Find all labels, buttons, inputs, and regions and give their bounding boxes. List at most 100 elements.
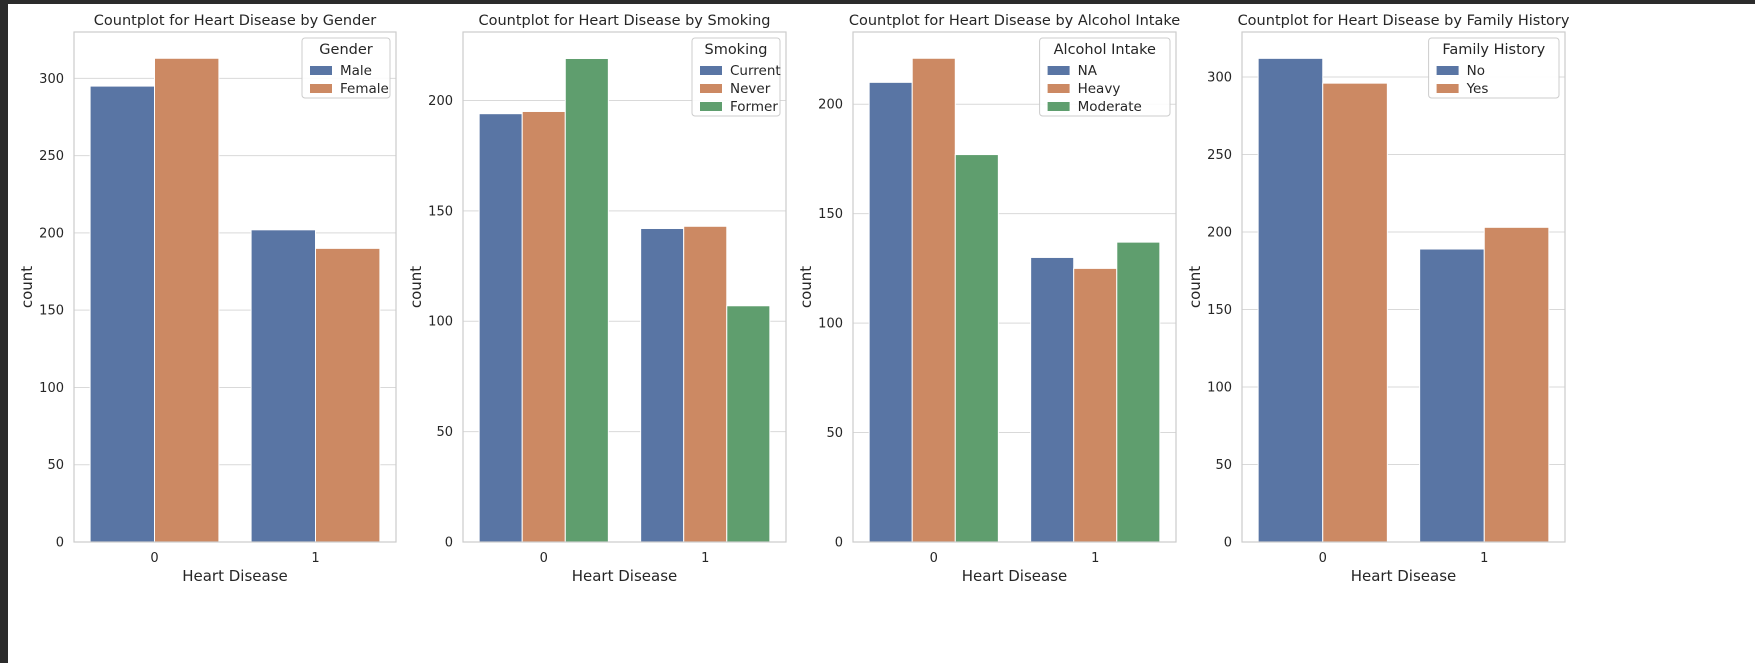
legend-swatch: [1047, 84, 1070, 93]
legend-swatch: [1436, 66, 1459, 75]
bar: [521, 110, 566, 543]
y-tick-label: 50: [436, 425, 453, 440]
x-axis-label: Heart Disease: [572, 567, 678, 585]
x-tick-label: 1: [701, 551, 709, 566]
y-tick-label: 200: [1207, 225, 1232, 240]
y-tick-label: 200: [818, 98, 843, 113]
y-tick-label: 100: [428, 315, 453, 330]
y-tick-label: 50: [826, 426, 843, 441]
chart-title: Countplot for Heart Disease by Smoking: [478, 13, 770, 29]
y-tick-label: 150: [818, 207, 843, 222]
bar: [868, 81, 913, 543]
legend-box: [691, 37, 781, 117]
y-tick-label: 100: [818, 317, 843, 332]
bar: [683, 225, 728, 543]
plot-frame: [462, 31, 787, 543]
y-axis-label: count: [407, 266, 425, 308]
bar: [1419, 248, 1485, 543]
plot-frame: [852, 31, 1177, 543]
chart-panel-4: 0 1 0 50 100 150 200 250 300 Countplot for Heart …: [1186, 13, 1570, 585]
chart-title: Countplot for Heart Disease by Gender: [94, 13, 376, 29]
y-tick-label: 250: [39, 149, 64, 164]
x-tick-label: 1: [1480, 551, 1488, 566]
legend-swatch: [1047, 102, 1070, 111]
bar: [564, 57, 609, 543]
bar: [911, 57, 956, 543]
legend-swatch: [310, 66, 332, 75]
x-axis-label: Heart Disease: [1351, 567, 1457, 585]
y-axis-label: count: [797, 266, 815, 308]
bar: [1257, 57, 1324, 543]
legend-title: Smoking: [704, 42, 767, 58]
bar: [89, 85, 155, 543]
y-axis-label: count: [18, 266, 36, 308]
legend-swatch: [700, 102, 722, 111]
bar: [250, 229, 317, 543]
legend-swatch: [310, 84, 332, 93]
x-axis-label: Heart Disease: [182, 567, 288, 585]
bar: [1030, 256, 1075, 543]
y-tick-label: 100: [39, 381, 64, 396]
chart-figure: 0 1 0 50 100 150 200 250 300 Countplot for Heart …: [8, 4, 1755, 663]
legend: Family History No Yes: [1428, 37, 1560, 99]
y-tick-label: 150: [428, 204, 453, 219]
legend-label: NA: [1078, 63, 1098, 79]
bar: [1483, 226, 1550, 543]
y-tick-label: 0: [445, 536, 453, 551]
y-tick-label: 0: [1224, 536, 1232, 551]
y-tick-label: 200: [39, 226, 64, 241]
legend-label: Never: [730, 81, 771, 97]
legend: Gender Male Female: [301, 37, 391, 99]
legend-label: Former: [730, 99, 778, 115]
bar: [640, 227, 685, 543]
bar: [1116, 241, 1161, 543]
chart-panel-1: 0 1 0 50 100 150 200 250 300 Countplot for Heart …: [18, 13, 397, 585]
y-tick-label: 150: [39, 304, 64, 319]
bar: [954, 154, 999, 543]
legend-title: Gender: [319, 42, 372, 58]
bar: [1073, 267, 1118, 543]
x-tick-label: 0: [1319, 551, 1327, 566]
legend: Alcohol Intake NA Heavy Moderate: [1039, 37, 1171, 117]
bar: [315, 247, 381, 543]
legend-box: [1039, 37, 1171, 117]
legend: Smoking Current Never Former: [691, 37, 781, 117]
x-tick-label: 1: [311, 551, 319, 566]
plot-frame: [73, 31, 397, 543]
bar: [1322, 82, 1388, 543]
legend-label: Heavy: [1078, 81, 1121, 97]
legend-label: Male: [340, 63, 372, 79]
y-tick-label: 300: [39, 72, 64, 87]
bar: [726, 305, 771, 543]
y-tick-label: 50: [1215, 458, 1232, 473]
chart-title: Countplot for Heart Disease by Family Hi…: [1238, 13, 1570, 29]
legend-label: Moderate: [1078, 99, 1142, 115]
legend-label: Current: [730, 63, 781, 79]
x-tick-label: 0: [540, 551, 548, 566]
y-tick-label: 0: [835, 536, 843, 551]
bar: [154, 57, 220, 543]
legend-swatch: [700, 66, 722, 75]
y-tick-label: 50: [47, 458, 64, 473]
legend-box: [1428, 37, 1560, 99]
legend-label: Yes: [1466, 81, 1489, 97]
legend-title: Family History: [1442, 42, 1545, 58]
chart-panel-3: 0 1 0 50 100 150 200 Countplot for Heart Diseas…: [797, 13, 1180, 585]
y-tick-label: 150: [1207, 303, 1232, 318]
legend-box: [301, 37, 391, 99]
y-tick-label: 200: [428, 94, 453, 109]
chart-panel-2: 0 1 0 50 100 150 200 Countplot for Heart Diseas…: [407, 13, 787, 585]
x-axis-label: Heart Disease: [962, 567, 1068, 585]
legend-swatch: [1047, 66, 1070, 75]
legend-swatch: [1436, 84, 1459, 93]
x-tick-label: 1: [1091, 551, 1099, 566]
x-tick-label: 0: [150, 551, 158, 566]
plot-frame: [1241, 31, 1566, 543]
y-tick-label: 250: [1207, 148, 1232, 163]
y-tick-label: 300: [1207, 70, 1232, 85]
x-tick-label: 0: [930, 551, 938, 566]
legend-label: Female: [340, 81, 389, 97]
y-tick-label: 100: [1207, 380, 1232, 395]
legend-title: Alcohol Intake: [1054, 42, 1156, 58]
